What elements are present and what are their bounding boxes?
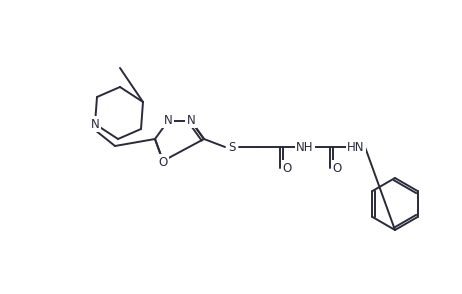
Text: S: S — [228, 141, 236, 153]
Text: O: O — [332, 161, 341, 175]
Text: HN: HN — [347, 141, 365, 153]
Text: O: O — [282, 161, 292, 175]
Text: N: N — [91, 118, 99, 131]
Text: N: N — [187, 113, 195, 126]
Text: NH: NH — [296, 141, 314, 153]
Text: N: N — [164, 113, 172, 126]
Text: O: O — [158, 156, 168, 168]
